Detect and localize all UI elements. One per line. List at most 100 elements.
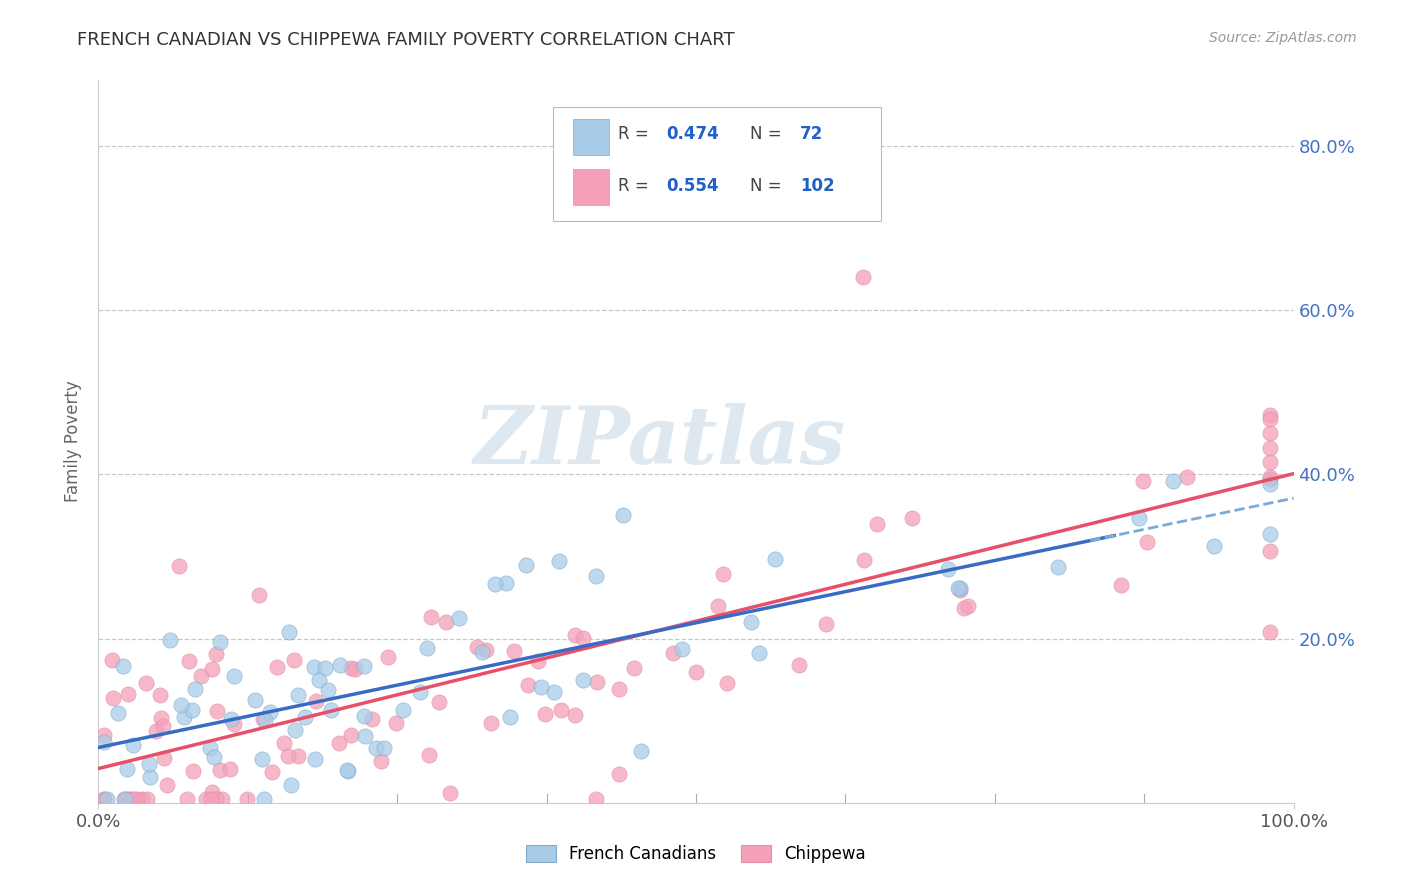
Point xyxy=(252,712,274,726)
Point xyxy=(280,778,302,792)
Point xyxy=(287,748,309,763)
Point xyxy=(516,678,538,692)
Point xyxy=(1258,408,1281,422)
Text: 0.474: 0.474 xyxy=(666,126,718,144)
Point xyxy=(564,707,586,722)
Text: Source: ZipAtlas.com: Source: ZipAtlas.com xyxy=(1209,31,1357,45)
Point xyxy=(204,647,226,661)
Point xyxy=(202,749,225,764)
Point xyxy=(181,764,204,778)
Point xyxy=(564,628,586,642)
Point xyxy=(122,738,145,752)
Point xyxy=(194,791,217,805)
Point xyxy=(373,740,395,755)
Point xyxy=(353,659,375,673)
Point xyxy=(623,661,645,675)
Point xyxy=(319,703,342,717)
Point xyxy=(814,617,837,632)
Point xyxy=(253,791,276,805)
Point xyxy=(250,751,273,765)
Point xyxy=(115,791,138,805)
Point xyxy=(953,600,976,615)
Text: R =: R = xyxy=(619,126,654,144)
Point xyxy=(93,728,115,742)
Point xyxy=(93,735,115,749)
Point xyxy=(201,785,224,799)
Point xyxy=(936,562,959,576)
Point xyxy=(515,558,537,572)
Point xyxy=(1047,559,1070,574)
Point xyxy=(284,723,307,737)
Text: FRENCH CANADIAN VS CHIPPEWA FAMILY POVERTY CORRELATION CHART: FRENCH CANADIAN VS CHIPPEWA FAMILY POVER… xyxy=(77,31,735,49)
Point xyxy=(103,691,125,706)
FancyBboxPatch shape xyxy=(572,169,609,205)
Point xyxy=(1258,469,1281,483)
Point xyxy=(259,705,281,719)
Point xyxy=(949,583,972,598)
Point xyxy=(122,791,145,805)
Point xyxy=(201,662,224,676)
Point xyxy=(716,676,738,690)
Point xyxy=(96,791,118,805)
Point xyxy=(149,688,172,702)
Point xyxy=(156,778,179,792)
Point xyxy=(1202,539,1225,553)
Point xyxy=(543,685,565,699)
Point xyxy=(254,713,277,727)
Point xyxy=(706,599,728,613)
Point xyxy=(434,615,457,630)
Point xyxy=(209,635,232,649)
Point xyxy=(1258,477,1281,491)
Point xyxy=(173,709,195,723)
Point xyxy=(120,791,142,805)
FancyBboxPatch shape xyxy=(553,107,882,221)
Point xyxy=(316,683,339,698)
Point xyxy=(211,791,233,805)
Text: 102: 102 xyxy=(800,178,835,195)
Point xyxy=(328,736,350,750)
Point xyxy=(956,599,979,614)
Point xyxy=(93,791,115,805)
Point xyxy=(135,791,157,805)
Point xyxy=(353,729,375,743)
Point xyxy=(1258,454,1281,468)
Point xyxy=(607,681,630,696)
Point xyxy=(176,791,198,805)
Point xyxy=(181,703,204,717)
Point xyxy=(439,786,461,800)
Point xyxy=(287,688,309,702)
Point xyxy=(145,724,167,739)
Point xyxy=(901,510,924,524)
Point xyxy=(340,661,363,675)
Point xyxy=(1128,511,1150,525)
Point xyxy=(585,791,607,805)
Point xyxy=(169,698,191,712)
Point xyxy=(222,669,245,683)
Point xyxy=(550,703,572,717)
Point xyxy=(1163,474,1185,488)
Point xyxy=(177,654,200,668)
Point xyxy=(107,706,129,720)
Text: R =: R = xyxy=(619,178,654,195)
Point xyxy=(1258,425,1281,440)
Point xyxy=(190,669,212,683)
Point xyxy=(138,770,160,784)
Point xyxy=(852,270,875,285)
Point xyxy=(392,703,415,717)
Point xyxy=(495,576,517,591)
Point xyxy=(112,791,135,805)
Point xyxy=(308,673,330,688)
Point xyxy=(419,610,441,624)
Text: ZIPatlas: ZIPatlas xyxy=(474,403,846,480)
Point xyxy=(93,791,115,805)
Point xyxy=(1177,470,1199,484)
Point xyxy=(353,709,375,723)
Point xyxy=(949,581,972,595)
Point xyxy=(209,763,232,777)
Point xyxy=(1258,441,1281,455)
Point xyxy=(1258,544,1281,558)
Point xyxy=(360,713,382,727)
Point xyxy=(1258,527,1281,541)
Point xyxy=(277,748,299,763)
Point xyxy=(585,569,607,583)
